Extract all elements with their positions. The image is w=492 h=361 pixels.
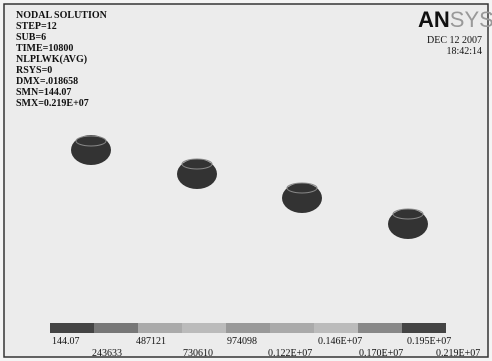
header-line: RSYS=0	[16, 65, 52, 76]
legend-label: 487121	[136, 336, 166, 347]
cylinder	[177, 159, 217, 189]
header-line: TIME=10800	[16, 43, 73, 54]
cylinder	[282, 183, 322, 213]
date: DEC 12 2007	[427, 35, 482, 46]
logo-faint: SYS	[450, 7, 492, 32]
header-line: DMX=.018658	[16, 76, 78, 87]
ansys-window: NODAL SOLUTION STEP=12 SUB=6 TIME=10800 …	[0, 0, 492, 361]
legend-label: 0.195E+07	[407, 336, 451, 347]
legend-label: 730610	[183, 348, 213, 359]
header-line: STEP=12	[16, 21, 57, 32]
legend-label: 243633	[92, 348, 122, 359]
cylinder	[71, 135, 111, 165]
logo: ANSYS	[418, 7, 492, 32]
header-line: SMN=144.07	[16, 87, 71, 98]
legend-label: 0.170E+07	[359, 348, 403, 359]
header-line: NLPLWK(AVG)	[16, 54, 87, 65]
legend-label: 0.146E+07	[318, 336, 362, 347]
header-line: SUB=6	[16, 32, 46, 43]
legend-label: 144.07	[52, 336, 80, 347]
header-line: NODAL SOLUTION	[16, 10, 108, 21]
legend-label: 0.122E+07	[268, 348, 312, 359]
logo-bold: AN	[418, 7, 450, 32]
header-line: SMX=0.219E+07	[16, 98, 89, 109]
cylinder	[388, 209, 428, 239]
legend-label: 0.219E+07	[436, 348, 480, 359]
legend-label: 974098	[227, 336, 257, 347]
time: 18:42:14	[446, 46, 482, 57]
legend-bar	[50, 323, 446, 333]
